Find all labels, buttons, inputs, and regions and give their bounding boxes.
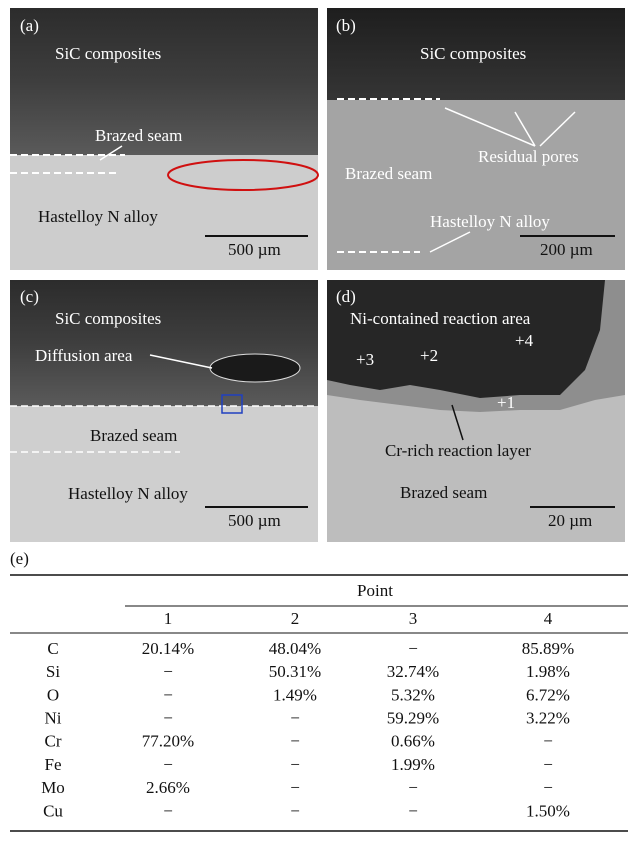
- row-header: Si: [46, 662, 60, 681]
- annotation: +1: [497, 393, 515, 412]
- table-cell: 1.99%: [391, 755, 435, 774]
- table-cell: −: [408, 778, 418, 797]
- panel-label: (b): [336, 16, 356, 35]
- annotation: Cr-rich reaction layer: [385, 441, 531, 460]
- annotation: Hastelloy N alloy: [430, 212, 550, 231]
- annotation: Brazed seam: [90, 426, 177, 445]
- table-cell: 59.29%: [387, 709, 439, 728]
- table-cell: −: [163, 801, 173, 820]
- table-cell: 32.74%: [387, 662, 439, 681]
- column-header: 4: [544, 609, 553, 628]
- table-cell: −: [163, 755, 173, 774]
- table-cell: −: [408, 801, 418, 820]
- table-cell: −: [543, 778, 553, 797]
- figure: (a) SiC composites Brazed seam Hastelloy…: [0, 0, 633, 852]
- scale-bar-label: 500 µm: [228, 240, 281, 259]
- column-header: 3: [409, 609, 418, 628]
- table-cell: −: [163, 662, 173, 681]
- row-header: Cu: [43, 801, 63, 820]
- table-cell: 6.72%: [526, 685, 570, 704]
- annotation: +4: [515, 331, 534, 350]
- row-header: Mo: [41, 778, 65, 797]
- panel-label: (a): [20, 16, 39, 35]
- row-header: Ni: [45, 709, 62, 728]
- row-header: Cr: [45, 732, 62, 751]
- annotation: Brazed seam: [400, 483, 487, 502]
- column-header: 2: [291, 609, 300, 628]
- row-header: Fe: [45, 755, 62, 774]
- table-cell: −: [290, 755, 300, 774]
- row-header: C: [47, 639, 58, 658]
- table-cell: 20.14%: [142, 639, 194, 658]
- panel-c: (c) SiC composites Diffusion area Brazed…: [10, 280, 318, 542]
- table-cell: −: [290, 778, 300, 797]
- table-cell: −: [543, 732, 553, 751]
- annotation: Diffusion area: [35, 346, 133, 365]
- annotation: +3: [356, 350, 374, 369]
- panel-label: (e): [10, 549, 29, 568]
- table-cell: 77.20%: [142, 732, 194, 751]
- panel-a: (a) SiC composites Brazed seam Hastelloy…: [10, 8, 318, 270]
- scale-bar-label: 20 µm: [548, 511, 592, 530]
- panel-b: (b) SiC composites Residual pores Brazed…: [327, 8, 625, 270]
- table-cell: 3.22%: [526, 709, 570, 728]
- table-cell: −: [163, 685, 173, 704]
- annotation: Hastelloy N alloy: [68, 484, 188, 503]
- annotation: Ni-contained reaction area: [350, 309, 531, 328]
- scale-bar-label: 200 µm: [540, 240, 593, 259]
- table-cell: 0.66%: [391, 732, 435, 751]
- table-cell: 1.98%: [526, 662, 570, 681]
- table-cell: 2.66%: [146, 778, 190, 797]
- annotation: +2: [420, 346, 438, 365]
- annotation: Brazed seam: [345, 164, 432, 183]
- annotation: SiC composites: [55, 309, 161, 328]
- panel-label: (c): [20, 287, 39, 306]
- table-cell: −: [290, 801, 300, 820]
- table-cell: 50.31%: [269, 662, 321, 681]
- table-cell: −: [163, 709, 173, 728]
- table-cell: 1.49%: [273, 685, 317, 704]
- group-header: Point: [357, 581, 393, 600]
- table: (e) Point 1 2 3 4 C 20.14% 48.04% − 85.89% Si − 50.…: [10, 549, 628, 831]
- table-cell: −: [543, 755, 553, 774]
- annotation: SiC composites: [55, 44, 161, 63]
- table-cell: 48.04%: [269, 639, 321, 658]
- annotation: Residual pores: [478, 147, 579, 166]
- table-cell: −: [290, 709, 300, 728]
- table-cell: −: [290, 732, 300, 751]
- table-cell: −: [408, 639, 418, 658]
- table-cell: 5.32%: [391, 685, 435, 704]
- annotation: Brazed seam: [95, 126, 182, 145]
- annotation: SiC composites: [420, 44, 526, 63]
- table-cell: 1.50%: [526, 801, 570, 820]
- table-cell: 85.89%: [522, 639, 574, 658]
- annotation: Hastelloy N alloy: [38, 207, 158, 226]
- row-header: O: [47, 685, 59, 704]
- column-header: 1: [164, 609, 173, 628]
- panel-label: (d): [336, 287, 356, 306]
- panel-d: (d) Ni-contained reaction area +3 +2 +4 …: [327, 280, 625, 542]
- scale-bar-label: 500 µm: [228, 511, 281, 530]
